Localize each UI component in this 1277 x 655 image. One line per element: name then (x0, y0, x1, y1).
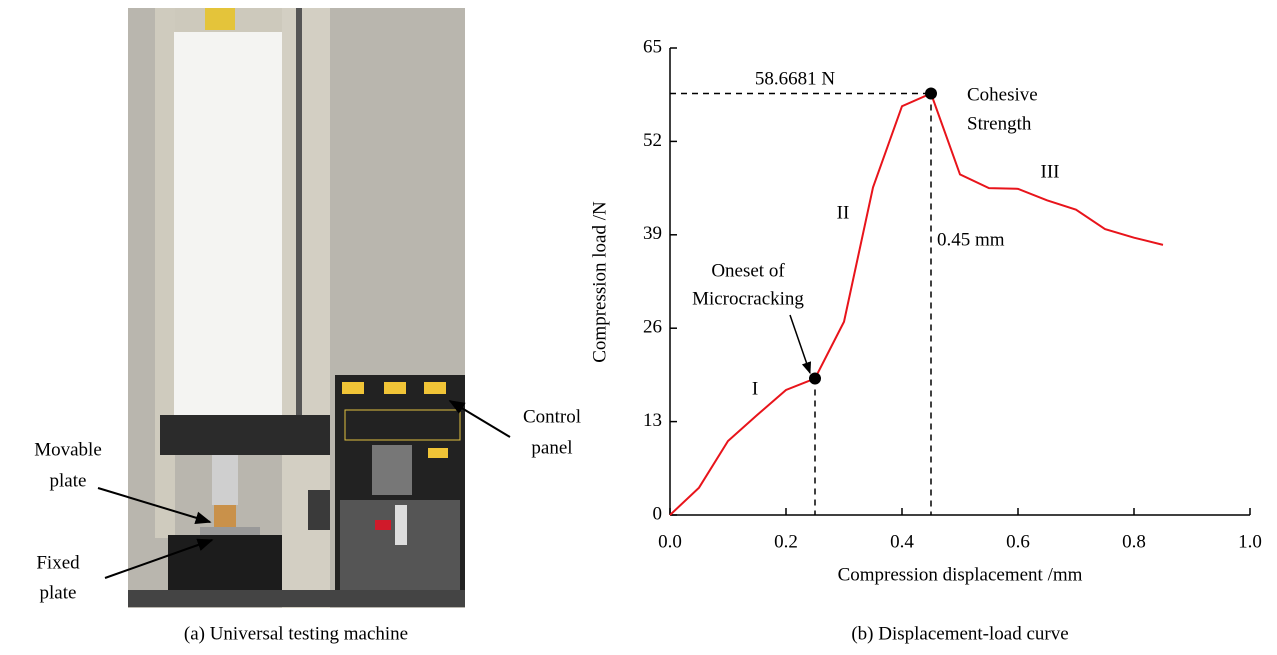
label: plate (40, 582, 77, 603)
arrow (448, 400, 511, 438)
data-line (669, 92, 1164, 516)
photo (128, 8, 465, 608)
x-axis-label: Compression displacement /mm (838, 564, 1083, 585)
y-tick-label: 0 (653, 503, 663, 524)
arrow (104, 538, 214, 579)
x-tick-label: 0.4 (890, 531, 914, 552)
label: plate (50, 470, 87, 491)
point-marker (809, 372, 821, 385)
annotation: Cohesive (967, 84, 1038, 105)
x-tick-label: 0.8 (1122, 531, 1146, 552)
caption: (a) Universal testing machine (184, 623, 408, 644)
annotation: Microcracking (692, 288, 804, 309)
arrow (789, 314, 812, 375)
y-tick-label: 65 (643, 36, 662, 57)
caption: (b) Displacement-load curve (851, 623, 1068, 644)
annotation: Strength (967, 113, 1032, 134)
annotation: II (837, 202, 850, 223)
x-tick-label: 0.6 (1006, 531, 1030, 552)
annotation: 58.6681 N (755, 68, 836, 89)
y-axis-label: Compression load /N (589, 201, 610, 363)
y-tick-label: 39 (643, 223, 662, 244)
y-tick-label: 52 (643, 130, 662, 151)
x-tick-label: 0.2 (774, 531, 798, 552)
annotation: I (752, 378, 758, 399)
label: Control (523, 406, 581, 427)
y-tick-label: 26 (643, 317, 662, 338)
annotation: 0.45 mm (937, 229, 1005, 250)
annotation: Oneset of (711, 260, 785, 281)
label: Movable (34, 439, 102, 460)
y-tick-label: 13 (643, 410, 662, 431)
label: panel (531, 437, 572, 458)
x-tick-label: 1.0 (1238, 531, 1262, 552)
annotation: III (1041, 161, 1060, 182)
arrow (97, 487, 212, 524)
label: Fixed (36, 552, 80, 573)
point-marker (925, 87, 937, 100)
x-tick-label: 0.0 (658, 531, 682, 552)
